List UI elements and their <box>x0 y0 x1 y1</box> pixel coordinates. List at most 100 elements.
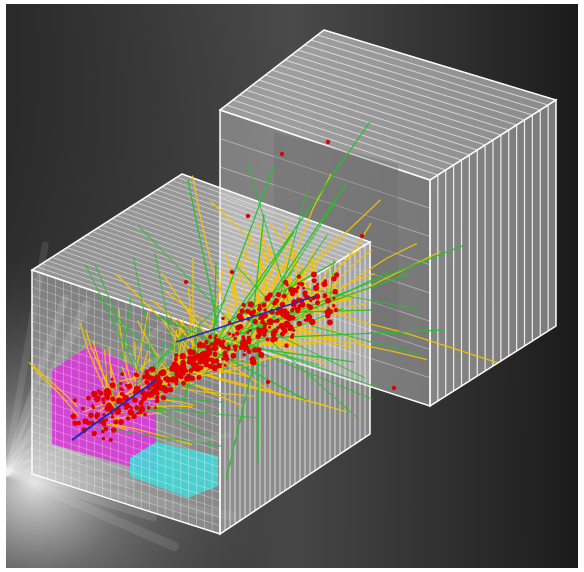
energy-hit <box>104 405 111 412</box>
energy-hit <box>144 379 150 385</box>
energy-hit <box>297 281 301 286</box>
detector-layer <box>31 397 221 460</box>
energy-hit <box>262 325 267 330</box>
energy-hit <box>306 318 310 322</box>
muon-track <box>214 231 295 353</box>
hadron-track <box>137 351 149 386</box>
energy-hit <box>260 319 265 325</box>
muon-track <box>94 264 143 376</box>
detector-layer <box>31 456 221 518</box>
detector-layer <box>31 439 221 501</box>
muon-track <box>198 165 275 366</box>
energy-hit <box>211 361 215 365</box>
energy-hit <box>70 413 77 420</box>
detector-layer <box>31 278 221 343</box>
energy-hit <box>265 379 271 385</box>
energy-hit <box>309 318 316 326</box>
energy-hit <box>248 341 251 345</box>
energy-hit <box>208 334 213 339</box>
energy-hit <box>167 383 171 387</box>
energy-hit <box>127 404 131 409</box>
detector-layer <box>31 337 221 401</box>
detector-layer <box>219 138 431 209</box>
detector-layer <box>161 186 351 255</box>
energy-hit <box>264 295 271 302</box>
energy-hit <box>307 304 313 310</box>
hadron-track <box>307 284 338 316</box>
energy-hit <box>272 300 278 306</box>
muon-track <box>239 309 373 315</box>
energy-hit <box>154 406 157 410</box>
energy-hit <box>108 437 113 442</box>
energy-hit <box>184 375 191 382</box>
energy-hit <box>180 361 185 367</box>
detector-layer <box>176 176 366 246</box>
energy-hit <box>332 304 336 308</box>
energy-hit <box>196 374 202 380</box>
energy-hit <box>151 388 157 394</box>
muon-track <box>98 297 175 375</box>
energy-hit <box>245 213 251 219</box>
energy-hit <box>222 352 229 359</box>
detector-layer <box>297 49 525 121</box>
hadron-track <box>112 423 193 446</box>
energy-hit <box>235 324 241 331</box>
detector-layer <box>81 237 271 304</box>
energy-hit <box>181 380 187 386</box>
energy-hit <box>120 372 124 376</box>
energy-hit <box>230 352 237 359</box>
energy-hit <box>280 326 285 331</box>
detector-layer <box>252 84 470 156</box>
energy-hit <box>72 398 77 403</box>
hadron-track <box>181 387 254 397</box>
energy-hit <box>119 391 124 396</box>
hadron-track <box>28 361 79 417</box>
detector-layer <box>232 99 446 171</box>
muon-track <box>138 225 242 333</box>
energy-hit <box>155 395 160 400</box>
energy-hit <box>125 416 131 421</box>
energy-hit <box>124 384 128 387</box>
energy-hit <box>255 334 261 339</box>
energy-hit <box>258 351 265 358</box>
energy-hit <box>309 299 313 303</box>
energy-hit <box>332 288 339 295</box>
energy-hit <box>160 395 167 401</box>
energy-hit <box>314 293 321 300</box>
detector-layer <box>46 260 236 326</box>
energy-hit <box>256 347 262 353</box>
hadron-track <box>314 305 498 364</box>
muon-track <box>194 340 307 401</box>
energy-hit <box>101 436 106 441</box>
energy-hit <box>223 363 227 367</box>
energy-hit <box>186 358 194 365</box>
muon-track <box>132 405 259 419</box>
energy-hit <box>275 292 282 298</box>
energy-hit <box>257 306 262 312</box>
muon-track <box>145 404 212 439</box>
energy-hit <box>191 362 198 369</box>
detector-layer <box>284 59 509 131</box>
energy-hit <box>133 372 138 377</box>
detector-layer <box>31 388 221 451</box>
energy-hit <box>232 344 238 350</box>
energy-hit <box>172 362 180 370</box>
energy-hit <box>209 348 213 352</box>
energy-hit <box>242 353 246 357</box>
detector-layer <box>219 166 431 237</box>
energy-hit <box>322 294 327 299</box>
energy-hit <box>142 374 147 380</box>
energy-hit <box>295 308 301 314</box>
energy-hit <box>333 307 339 313</box>
energy-hit <box>148 375 154 381</box>
detector-layer <box>245 89 462 161</box>
energy-hit <box>218 342 225 348</box>
energy-hit <box>144 394 148 398</box>
calorimeter-b <box>130 442 218 498</box>
energy-hit <box>332 296 336 300</box>
energy-hit <box>325 297 331 304</box>
energy-hit <box>174 375 178 378</box>
energy-hit <box>163 376 168 382</box>
energy-hit <box>296 320 303 327</box>
energy-hit <box>189 375 196 382</box>
